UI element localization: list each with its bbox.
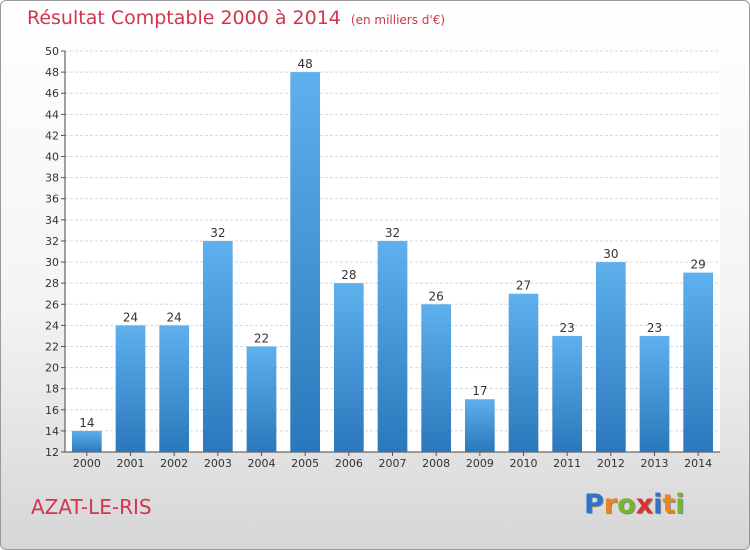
y-tick-label: 34 — [45, 214, 59, 227]
x-tick-label: 2013 — [641, 457, 669, 470]
logo-letter: P — [584, 489, 604, 520]
value-label: 28 — [341, 268, 356, 282]
x-tick-label: 2005 — [291, 457, 319, 470]
x-tick-label: 2000 — [73, 457, 101, 470]
value-label: 32 — [385, 226, 400, 240]
x-tick-label: 2007 — [379, 457, 407, 470]
y-tick-label: 20 — [45, 362, 59, 375]
y-tick-label: 30 — [45, 256, 59, 269]
bar-2004 — [246, 346, 277, 452]
bar-2011 — [552, 335, 583, 452]
y-tick-label: 38 — [45, 172, 59, 185]
y-tick-label: 14 — [45, 425, 59, 438]
value-label: 30 — [603, 247, 618, 261]
bar-2012 — [595, 262, 626, 452]
bar-2014 — [683, 272, 714, 452]
bar-2006 — [333, 283, 364, 452]
y-tick-label: 28 — [45, 277, 59, 290]
value-label: 24 — [167, 310, 182, 324]
value-labels: 14 24 24 32 22 48 28 32 26 17 27 23 30 23 29 — [79, 57, 706, 430]
logo-letter: r — [603, 489, 618, 520]
chart-unit: (en milliers d'€) — [350, 13, 446, 27]
bar-2010 — [508, 293, 539, 452]
bar-2002 — [159, 325, 190, 452]
y-tick-label: 46 — [45, 87, 59, 100]
value-label: 17 — [472, 384, 487, 398]
y-tick-label: 42 — [45, 129, 59, 142]
x-tick-label: 2011 — [553, 457, 581, 470]
x-tick-label: 2012 — [597, 457, 625, 470]
value-label: 32 — [210, 226, 225, 240]
value-label: 23 — [560, 321, 575, 335]
x-tick-label: 2006 — [335, 457, 363, 470]
x-tick-label: 2001 — [117, 457, 145, 470]
y-tick-label: 24 — [45, 319, 59, 332]
x-tick-label: 2008 — [422, 457, 450, 470]
chart-title-text: Résultat Comptable 2000 à 2014 — [27, 7, 341, 29]
proxiti-logo: Proxiti — [584, 489, 685, 520]
y-tick-label: 36 — [45, 193, 59, 206]
x-tick-label: 2014 — [684, 457, 712, 470]
x-tick-label: 2002 — [160, 457, 188, 470]
logo-letter: o — [617, 489, 636, 520]
bar-2013 — [639, 335, 670, 452]
logo-letter: t — [662, 489, 676, 520]
y-tick-label: 12 — [45, 446, 59, 459]
bar-2007 — [377, 240, 408, 452]
bar-2003 — [202, 240, 233, 452]
value-label: 27 — [516, 279, 531, 293]
logo-letter: i — [653, 489, 663, 520]
y-tick-label: 32 — [45, 235, 59, 248]
y-tick-label: 50 — [45, 45, 59, 58]
bar-2009 — [464, 399, 495, 452]
value-label: 29 — [691, 258, 706, 272]
value-label: 14 — [79, 416, 94, 430]
value-label: 24 — [123, 310, 138, 324]
bar-2005 — [290, 72, 321, 453]
x-tick-label: 2010 — [510, 457, 538, 470]
x-tick-label: 2009 — [466, 457, 494, 470]
chart-title: Résultat Comptable 2000 à 2014 (en millie… — [27, 7, 445, 29]
y-tick-label: 40 — [45, 151, 59, 164]
y-tick-label: 44 — [45, 108, 59, 121]
bars — [71, 72, 714, 453]
bar-2008 — [421, 304, 452, 452]
y-tick-label: 48 — [45, 66, 59, 79]
y-tick-label: 18 — [45, 383, 59, 396]
value-label: 23 — [647, 321, 662, 335]
logo-letter: i — [675, 489, 685, 520]
value-label: 26 — [429, 289, 444, 303]
value-label: 22 — [254, 331, 269, 345]
value-label: 48 — [298, 57, 313, 71]
bar-2000 — [71, 430, 102, 452]
bar-2001 — [115, 325, 146, 452]
y-tick-label: 26 — [45, 298, 59, 311]
x-tick-label: 2003 — [204, 457, 232, 470]
x-tick-label: 2004 — [248, 457, 276, 470]
commune-name: AZAT-LE-RIS — [31, 495, 152, 519]
logo-letter: x — [635, 489, 654, 520]
y-tick-label: 16 — [45, 404, 59, 417]
y-tick-label: 22 — [45, 340, 59, 353]
